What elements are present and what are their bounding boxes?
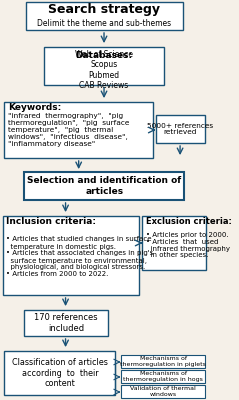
FancyBboxPatch shape: [121, 385, 206, 398]
Text: Mechanisms of
thermoregulation in piglets: Mechanisms of thermoregulation in piglet…: [120, 356, 206, 367]
FancyBboxPatch shape: [24, 172, 185, 200]
FancyBboxPatch shape: [4, 102, 153, 158]
Text: Search strategy: Search strategy: [49, 4, 160, 16]
FancyBboxPatch shape: [26, 2, 183, 30]
Text: "infrared  thermography",  "pig
thermoregulation",  "pig  surface
temperature", : "infrared thermography", "pig thermoregu…: [8, 113, 129, 147]
Text: Validation of thermal
windows: Validation of thermal windows: [130, 386, 196, 397]
FancyBboxPatch shape: [156, 115, 206, 143]
Text: 5000+ references
retrieved: 5000+ references retrieved: [147, 122, 214, 136]
Text: Keywords:: Keywords:: [8, 104, 61, 112]
Text: Classification of articles
according  to  their
content: Classification of articles according to …: [12, 358, 108, 388]
Text: Databases:: Databases:: [76, 52, 133, 60]
Text: Inclusion criteria:: Inclusion criteria:: [6, 218, 96, 226]
FancyBboxPatch shape: [121, 355, 206, 368]
Text: Delimit the theme and sub-themes: Delimit the theme and sub-themes: [37, 18, 172, 28]
Text: 170 references
included: 170 references included: [34, 313, 98, 333]
Text: Exclusion criteria:: Exclusion criteria:: [146, 218, 232, 226]
FancyBboxPatch shape: [3, 216, 139, 295]
Text: • Articles prior to 2000.
• Articles  that  used
  infrared thermography
  in ot: • Articles prior to 2000. • Articles tha…: [146, 232, 230, 258]
Text: • Articles that studied changes in surface
  temperature in domestic pigs.
• Art: • Articles that studied changes in surfa…: [6, 236, 153, 278]
FancyBboxPatch shape: [4, 351, 115, 395]
FancyBboxPatch shape: [121, 370, 206, 383]
FancyBboxPatch shape: [44, 47, 164, 85]
Text: Selection and identification of
articles: Selection and identification of articles: [27, 176, 182, 196]
FancyBboxPatch shape: [24, 310, 108, 336]
FancyBboxPatch shape: [142, 216, 206, 270]
Text: Web of Science
Scopus
Pubmed
CAB Reviews: Web of Science Scopus Pubmed CAB Reviews: [75, 50, 133, 90]
Text: Mechanisms of
thermoregulation in hogs: Mechanisms of thermoregulation in hogs: [123, 371, 203, 382]
